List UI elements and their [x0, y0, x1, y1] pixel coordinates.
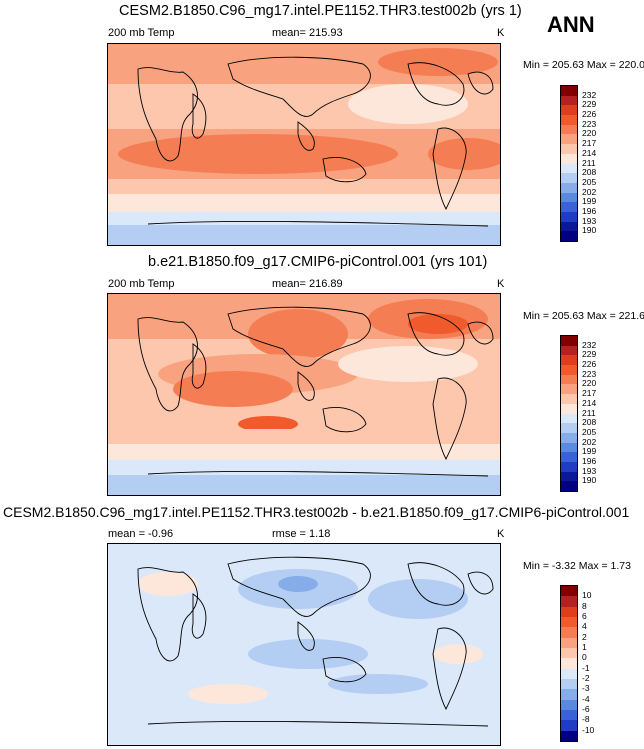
- colorbar-tick-label: 232: [582, 89, 597, 100]
- panel3-colorbar: [560, 585, 578, 742]
- panel1-mean-label: mean= 215.93: [272, 27, 343, 39]
- panel2-title: b.e21.B1850.f09_g17.CMIP6-piControl.001 …: [148, 254, 488, 270]
- colorbar-tick-label: -1: [582, 662, 590, 673]
- colorbar-tick-label: 196: [582, 455, 597, 466]
- colorbar-tick-label: -6: [582, 703, 590, 714]
- colorbar-tick-label: 2: [582, 631, 587, 642]
- colorbar-tick-label: 199: [582, 446, 597, 457]
- colorbar-tick-label: 229: [582, 99, 597, 110]
- colorbar-tick-label: 211: [582, 157, 596, 168]
- panel2-colorbar: [560, 335, 578, 492]
- colorbar-tick-label: 217: [582, 388, 597, 399]
- panel1-left-label: 200 mb Temp: [108, 27, 175, 39]
- colorbar-tick-label: 4: [582, 621, 587, 632]
- colorbar-tick-label: 226: [582, 109, 597, 120]
- colorbar-tick-label: -10: [582, 724, 595, 735]
- panel3-title: CESM2.B1850.C96_mg17.intel.PE1152.THR3.t…: [3, 504, 630, 520]
- colorbar-tick-label: 8: [582, 600, 587, 611]
- panel3-minmax: Min = -3.32 Max = 1.73: [523, 560, 631, 572]
- colorbar-tick-label: 205: [582, 426, 597, 437]
- colorbar-tick-label: 190: [582, 225, 597, 236]
- colorbar-tick-label: -8: [582, 714, 590, 725]
- colorbar-tick-label: 193: [582, 465, 597, 476]
- season-label: ANN: [547, 12, 595, 37]
- panel2-map: [107, 293, 501, 496]
- colorbar-tick-label: 10: [582, 590, 592, 601]
- panel3-rmse-label: rmse = 1.18: [272, 528, 331, 540]
- colorbar-tick-label: -4: [582, 693, 590, 704]
- colorbar-tick-label: 199: [582, 196, 597, 207]
- colorbar-tick-label: 208: [582, 417, 597, 428]
- panel1-title: CESM2.B1850.C96_mg17.intel.PE1152.THR3.t…: [119, 3, 522, 19]
- colorbar-tick-label: -2: [582, 672, 590, 683]
- colorbar-tick-label: 1: [582, 641, 587, 652]
- panel2-minmax: Min = 205.63 Max = 221.63: [523, 310, 644, 322]
- colorbar-tick-label: -3: [582, 683, 590, 694]
- colorbar-tick-label: 205: [582, 176, 597, 187]
- panel3-map: [107, 543, 501, 746]
- colorbar-tick-label: 232: [582, 339, 597, 350]
- colorbar-tick-label: 202: [582, 186, 597, 197]
- colorbar-tick-label: 0: [582, 652, 587, 663]
- panel2-mean-label: mean= 216.89: [272, 278, 343, 290]
- panel3-units: K: [497, 528, 505, 540]
- colorbar-tick-label: 226: [582, 359, 597, 370]
- colorbar-tick-label: 220: [582, 128, 597, 139]
- colorbar-tick-label: 223: [582, 368, 597, 379]
- panel2-left-label: 200 mb Temp: [108, 278, 175, 290]
- panel3-mean-label: mean = -0.96: [108, 528, 174, 540]
- panel1-units: K: [497, 27, 505, 39]
- colorbar-tick-label: 202: [582, 436, 597, 447]
- colorbar-tick-label: 193: [582, 215, 597, 226]
- colorbar-tick-label: 214: [582, 397, 597, 408]
- colorbar-tick-label: 220: [582, 378, 597, 389]
- colorbar-tick-label: 229: [582, 349, 597, 360]
- colorbar-tick-label: 6: [582, 610, 587, 621]
- panel1-map: [107, 43, 501, 246]
- panel1-colorbar: [560, 85, 578, 242]
- colorbar-tick-label: 217: [582, 138, 597, 149]
- colorbar-tick-label: 214: [582, 147, 597, 158]
- colorbar-tick-label: 190: [582, 475, 597, 486]
- panel1-minmax: Min = 205.63 Max = 220.02: [523, 59, 644, 71]
- panel2-units: K: [497, 278, 505, 290]
- colorbar-tick-label: 211: [582, 407, 596, 418]
- colorbar-tick-label: 208: [582, 167, 597, 178]
- colorbar-tick-label: 223: [582, 118, 597, 129]
- colorbar-tick-label: 196: [582, 205, 597, 216]
